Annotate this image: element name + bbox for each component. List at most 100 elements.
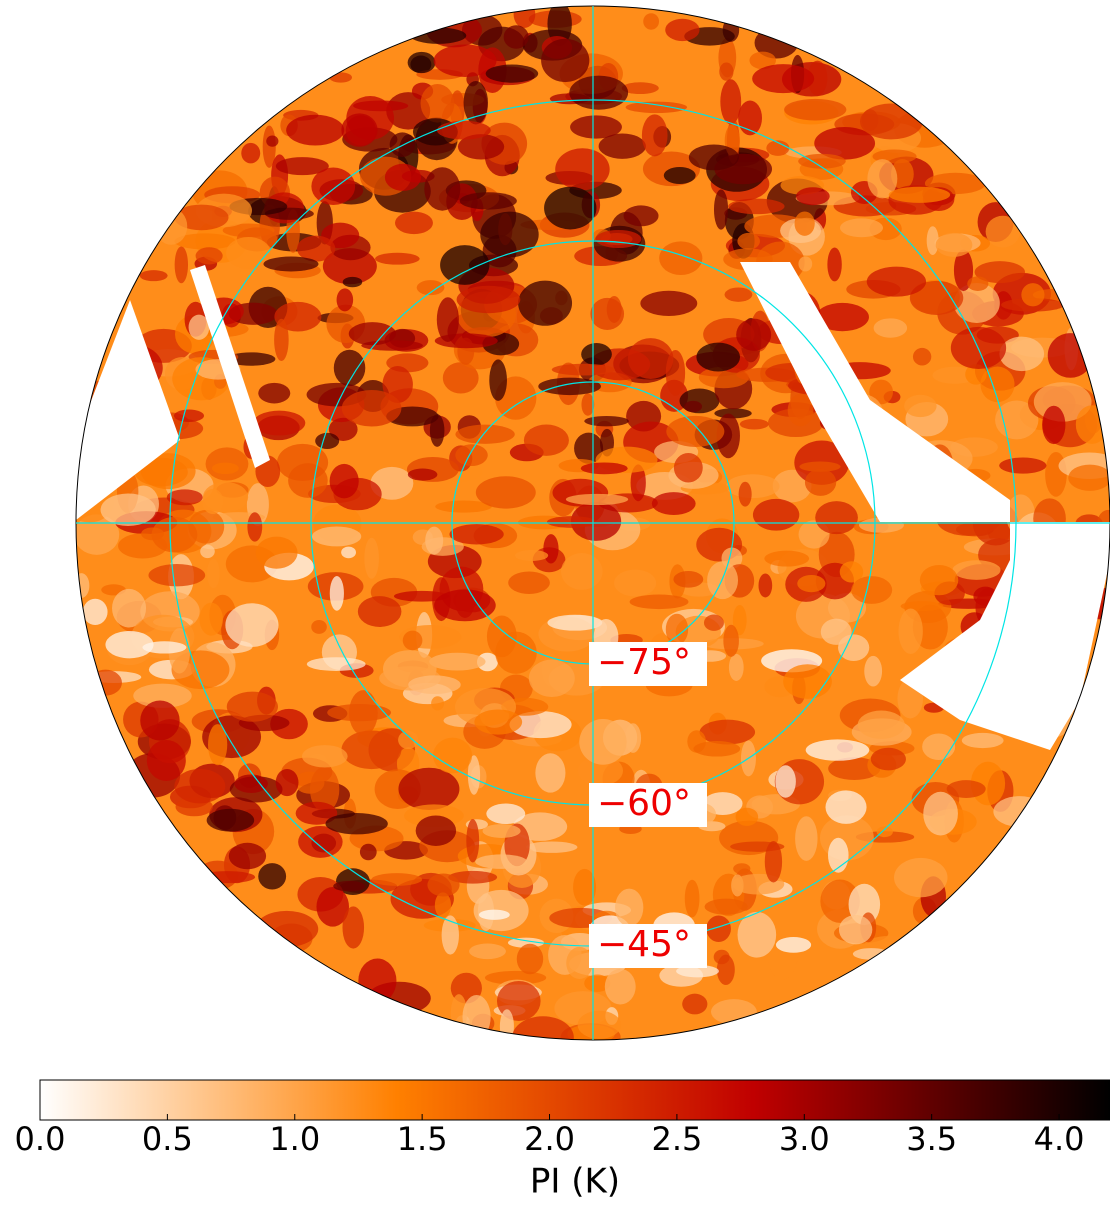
map-texture <box>740 419 769 430</box>
map-texture <box>403 631 423 651</box>
map-texture <box>1048 333 1093 378</box>
map-texture <box>464 81 488 125</box>
map-texture <box>666 350 685 396</box>
map-texture <box>529 660 575 698</box>
map-texture <box>286 115 344 146</box>
map-texture <box>341 730 401 769</box>
map-texture <box>898 608 922 654</box>
map-texture <box>358 959 396 1004</box>
map-texture <box>258 863 286 889</box>
map-texture <box>953 560 1001 580</box>
map-texture <box>466 819 479 862</box>
map-texture <box>430 414 445 447</box>
map-texture <box>839 915 872 944</box>
map-texture <box>543 534 558 563</box>
map-texture <box>89 670 122 696</box>
map-texture <box>725 287 753 301</box>
map-texture <box>696 343 740 372</box>
map-texture <box>333 881 365 892</box>
map-texture <box>408 469 437 481</box>
map-texture <box>923 792 958 836</box>
map-texture <box>920 565 958 595</box>
map-texture <box>643 13 659 30</box>
map-texture <box>315 433 339 449</box>
map-texture <box>142 641 186 653</box>
map-texture <box>707 561 738 599</box>
map-texture <box>288 463 328 498</box>
colorbar-tick-label: 0.0 <box>15 1120 66 1158</box>
map-texture <box>796 187 830 205</box>
map-texture <box>544 187 596 230</box>
colorbar-label: PI (K) <box>530 1162 620 1202</box>
map-texture <box>203 482 248 512</box>
map-texture <box>894 858 947 897</box>
map-texture <box>167 489 203 505</box>
map-texture <box>967 276 988 291</box>
map-texture <box>480 212 538 258</box>
map-texture <box>999 458 1046 474</box>
map-texture <box>455 425 514 444</box>
map-texture <box>626 102 687 113</box>
map-texture <box>815 501 858 534</box>
map-texture <box>729 654 744 681</box>
map-texture <box>174 409 204 421</box>
map-texture <box>775 765 795 797</box>
map-texture <box>999 337 1044 372</box>
parallel-label: −45° <box>597 924 691 965</box>
map-texture <box>566 494 628 505</box>
map-texture <box>341 547 356 559</box>
map-texture <box>642 114 668 156</box>
map-texture <box>726 474 780 498</box>
map-texture <box>266 135 278 146</box>
map-texture <box>541 39 589 82</box>
map-texture <box>569 76 628 110</box>
map-texture <box>475 854 527 868</box>
map-texture <box>421 84 455 123</box>
map-texture <box>207 559 220 588</box>
map-texture <box>437 297 459 342</box>
map-texture <box>429 653 485 671</box>
map-texture <box>140 270 168 281</box>
map-texture <box>457 286 521 314</box>
map-texture <box>805 469 836 496</box>
map-texture <box>312 527 361 547</box>
map-texture <box>343 277 362 287</box>
map-texture <box>825 790 866 823</box>
map-texture <box>739 482 752 507</box>
map-texture <box>547 516 596 528</box>
map-texture <box>258 383 290 404</box>
map-texture <box>424 167 460 210</box>
map-texture <box>752 64 814 93</box>
map-texture <box>684 401 702 412</box>
map-texture <box>408 675 461 694</box>
map-texture <box>437 121 491 140</box>
map-texture <box>148 564 205 586</box>
map-texture <box>434 589 496 621</box>
map-texture <box>101 493 156 526</box>
map-texture <box>517 944 543 975</box>
map-texture <box>615 889 643 927</box>
map-texture <box>508 571 550 593</box>
map-texture <box>581 393 594 415</box>
map-texture <box>714 189 728 229</box>
map-texture <box>561 553 603 590</box>
map-texture <box>247 512 262 541</box>
map-texture <box>566 947 593 979</box>
map-texture <box>524 425 569 456</box>
map-texture <box>719 62 733 80</box>
map-texture <box>827 247 841 281</box>
map-texture <box>736 808 759 826</box>
colorbar-tick-label: 2.0 <box>524 1120 575 1158</box>
map-texture <box>665 19 699 41</box>
map-texture <box>486 65 538 83</box>
map-texture <box>199 871 255 883</box>
map-texture <box>207 809 255 832</box>
map-texture <box>140 700 179 740</box>
map-texture <box>570 115 622 138</box>
map-texture <box>733 863 750 874</box>
map-texture <box>1042 406 1065 444</box>
map-texture <box>307 657 366 671</box>
map-texture <box>764 551 809 567</box>
map-texture <box>474 709 522 734</box>
map-texture <box>330 464 359 498</box>
